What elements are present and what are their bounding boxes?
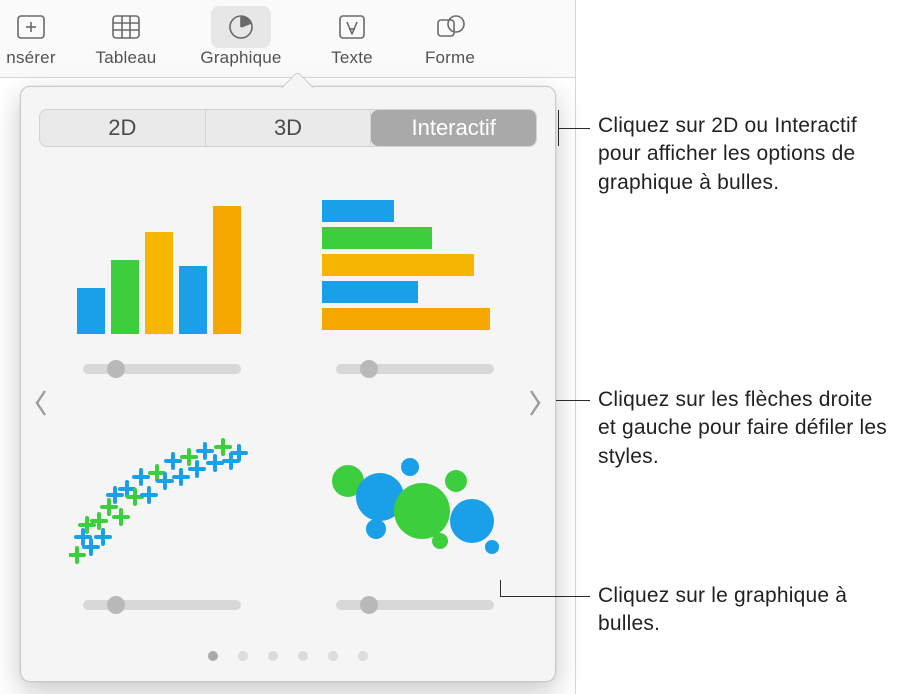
toolbar-label: Tableau — [96, 48, 157, 68]
callout-bubble: Cliquez sur le graphique à bulles. — [598, 582, 888, 639]
toolbar-item-shape[interactable]: Forme — [400, 6, 500, 68]
chart-popover: 2D 3D Interactif — [20, 86, 556, 682]
text-icon — [322, 6, 382, 48]
segment-label: 3D — [274, 115, 302, 141]
toolbar-label: nsérer — [6, 48, 55, 68]
page-dot[interactable] — [298, 651, 308, 661]
scatter-chart-thumb — [69, 427, 255, 577]
pie-chart-icon — [211, 6, 271, 48]
shape-icon — [420, 6, 480, 48]
callout-line — [558, 128, 590, 129]
chart-tile-column[interactable] — [55, 173, 268, 379]
segment-2d[interactable]: 2D — [40, 110, 206, 146]
page-dot[interactable] — [328, 651, 338, 661]
chart-tile-bar[interactable] — [308, 173, 521, 379]
segment-label: Interactif — [411, 115, 495, 141]
prev-style-button[interactable] — [27, 379, 55, 427]
callout-text: Cliquez sur les flèches droite et gauche… — [598, 386, 888, 471]
style-slider[interactable] — [77, 595, 247, 615]
page-dot[interactable] — [238, 651, 248, 661]
next-style-button[interactable] — [521, 379, 549, 427]
insert-icon — [1, 6, 61, 48]
panel-divider — [575, 0, 576, 694]
page-dots[interactable] — [21, 651, 555, 661]
style-slider[interactable] — [77, 359, 247, 379]
chart-tile-bubble[interactable] — [308, 409, 521, 615]
toolbar-item-insert[interactable]: nsérer — [0, 6, 74, 68]
chart-type-segmented: 2D 3D Interactif — [39, 109, 537, 147]
toolbar-item-table[interactable]: Tableau — [74, 6, 178, 68]
toolbar-item-text[interactable]: Texte — [304, 6, 400, 68]
callout-segment: Cliquez sur 2D ou Interactif pour affich… — [598, 112, 894, 197]
chart-grid — [55, 173, 521, 615]
toolbar-item-chart[interactable]: Graphique — [178, 6, 304, 68]
toolbar-label: Graphique — [200, 48, 281, 68]
page-dot[interactable] — [208, 651, 218, 661]
chart-tile-scatter[interactable] — [55, 409, 268, 615]
table-icon — [96, 6, 156, 48]
callout-arrows: Cliquez sur les flèches droite et gauche… — [598, 386, 888, 471]
page-dot[interactable] — [358, 651, 368, 661]
style-slider[interactable] — [330, 595, 500, 615]
bar-chart-thumb — [322, 191, 508, 341]
callout-tick — [500, 580, 501, 597]
callout-line — [500, 596, 590, 597]
column-chart-thumb — [69, 191, 255, 341]
segment-3d[interactable]: 3D — [206, 110, 372, 146]
segment-label: 2D — [108, 115, 136, 141]
toolbar-label: Texte — [331, 48, 373, 68]
page-dot[interactable] — [268, 651, 278, 661]
toolbar: nsérer Tableau Graphique Texte Forme — [0, 0, 576, 78]
segment-interactive[interactable]: Interactif — [371, 110, 536, 146]
bubble-chart-thumb — [322, 427, 508, 577]
callout-text: Cliquez sur 2D ou Interactif pour affich… — [598, 112, 894, 197]
toolbar-label: Forme — [425, 48, 475, 68]
style-slider[interactable] — [330, 359, 500, 379]
callout-line — [556, 400, 590, 401]
callout-text: Cliquez sur le graphique à bulles. — [598, 582, 888, 639]
